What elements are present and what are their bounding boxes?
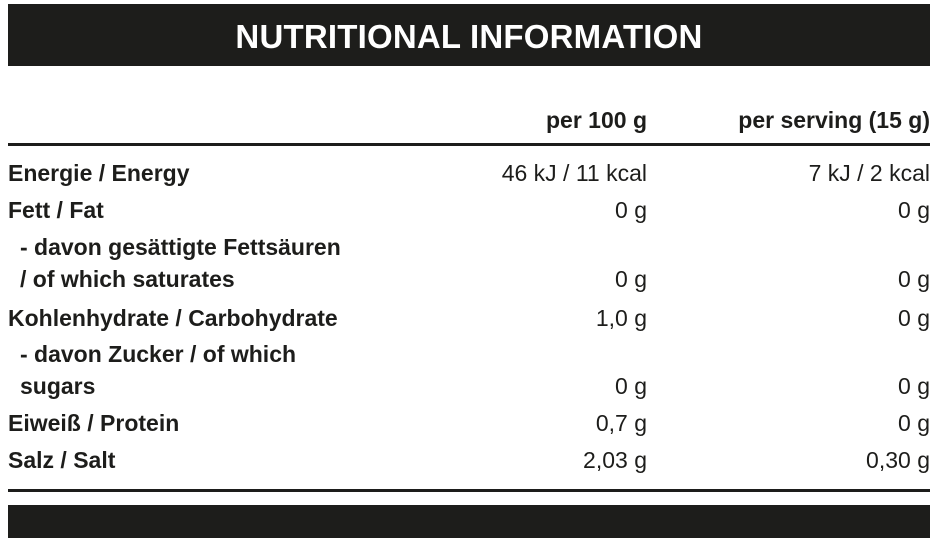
value-per-serving: 0,30 g — [866, 447, 930, 473]
table-row-energy: Energie / Energy 46 kJ / 11 kcal 7 kJ / … — [8, 157, 930, 189]
row-label-line: - davon gesättigte Fettsäuren — [20, 234, 341, 260]
column-header-per-100g: per 100 g — [546, 107, 647, 133]
table-row-salt: Salz / Salt 2,03 g 0,30 g — [8, 444, 930, 476]
table-row-sugars: - davon Zucker / of which sugars 0 g 0 g — [8, 338, 930, 402]
row-label-line: Salz / Salt — [8, 447, 116, 473]
row-label: Salz / Salt — [8, 444, 115, 476]
table-row-fat: Fett / Fat 0 g 0 g — [8, 194, 930, 226]
footer-bar — [8, 505, 930, 538]
row-label-line: Energie / Energy — [8, 160, 190, 186]
row-label: Energie / Energy — [8, 157, 190, 189]
value-per-100g: 0 g — [615, 266, 647, 292]
row-label-line: Fett / Fat — [8, 197, 104, 223]
value-per-100g: 0,7 g — [595, 410, 647, 436]
row-label: - davon Zucker / of which sugars — [20, 338, 296, 402]
row-label-line: Kohlenhydrate / Carbohydrate — [8, 305, 338, 331]
value-per-serving: 0 g — [898, 197, 930, 223]
value-per-100g: 0 g — [615, 197, 647, 223]
header-bar: NUTRITIONAL INFORMATION — [8, 4, 930, 66]
row-label: - davon gesättigte Fettsäuren / of which… — [20, 231, 341, 295]
header-divider — [8, 143, 930, 146]
page-title: NUTRITIONAL INFORMATION — [235, 17, 703, 55]
value-per-serving: 0 g — [898, 410, 930, 436]
value-per-serving: 7 kJ / 2 kcal — [808, 160, 930, 186]
row-label-line: - davon Zucker / of which — [20, 341, 297, 367]
value-per-100g: 1,0 g — [595, 305, 647, 331]
value-per-serving: 0 g — [898, 266, 930, 292]
table-row-protein: Eiweiß / Protein 0,7 g 0 g — [8, 407, 930, 439]
row-label: Kohlenhydrate / Carbohydrate — [8, 302, 338, 334]
nutrition-table: per 100 g per serving (15 g) Energie / E… — [8, 0, 930, 538]
row-label: Fett / Fat — [8, 194, 104, 226]
table-row-carbohydrate: Kohlenhydrate / Carbohydrate 1,0 g 0 g — [8, 302, 930, 334]
column-header-per-serving: per serving (15 g) — [738, 107, 930, 133]
table-bottom-divider — [8, 489, 930, 492]
value-per-100g: 0 g — [615, 373, 647, 399]
table-row-saturates: - davon gesättigte Fettsäuren / of which… — [8, 231, 930, 295]
value-per-100g: 46 kJ / 11 kcal — [501, 160, 647, 186]
row-label-line: / of which saturates — [20, 266, 235, 292]
row-label: Eiweiß / Protein — [8, 407, 179, 439]
row-label-line: sugars — [20, 373, 96, 399]
row-label-line: Eiweiß / Protein — [8, 410, 180, 436]
value-per-serving: 0 g — [898, 305, 930, 331]
value-per-serving: 0 g — [898, 373, 930, 399]
value-per-100g: 2,03 g — [583, 447, 647, 473]
